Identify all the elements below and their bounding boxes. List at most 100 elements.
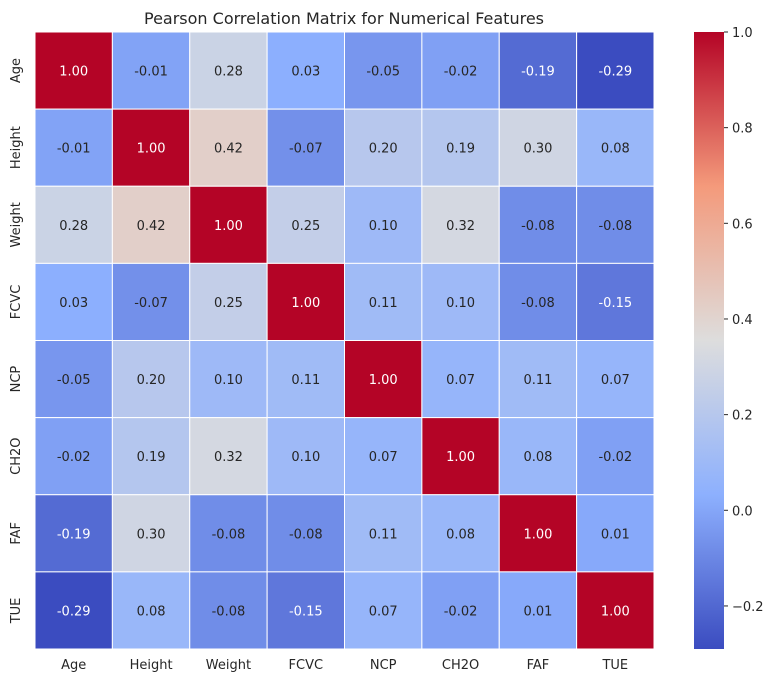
colorbar-tick-label: 0.4 xyxy=(732,313,753,328)
heatmap-cell xyxy=(576,31,655,110)
x-tick-label: Age xyxy=(61,658,86,673)
heatmap-cell xyxy=(576,108,655,187)
cell-value-label: -0.15 xyxy=(289,604,323,619)
cell-value-label: 1.00 xyxy=(523,527,552,542)
cell-value-label: 0.08 xyxy=(137,604,166,619)
colorbar: −0.2 0.0 0.2 0.4 0.6 0.8 1.0 xyxy=(694,26,764,649)
heatmap-cell xyxy=(266,108,345,187)
x-axis-tick-labels: Age Height Weight FCVC NCP CH2O FAF TUE xyxy=(61,658,628,673)
heatmap-cell xyxy=(266,31,345,110)
heatmap-cell xyxy=(576,185,655,264)
heatmap-cell xyxy=(266,571,345,650)
x-tick-label: FCVC xyxy=(289,658,324,673)
cell-value-label: 0.42 xyxy=(137,219,166,234)
heatmap-cell xyxy=(421,185,500,264)
heatmap-cells: 1.00 -0.01 0.28 0.03 -0.05 -0.02 -0.19 -0.29 -0.… xyxy=(34,31,655,650)
heatmap-cell xyxy=(344,185,423,264)
heatmap-cell xyxy=(111,417,191,496)
y-tick-label: Height xyxy=(9,126,24,169)
heatmap-cell xyxy=(111,571,191,650)
heatmap-cell xyxy=(498,417,578,496)
cell-value-label: -0.08 xyxy=(289,527,323,542)
cell-value-label: 0.42 xyxy=(214,142,243,157)
heatmap-cell xyxy=(189,262,268,341)
cell-value-label: -0.05 xyxy=(366,65,400,80)
heatmap-cell xyxy=(576,494,655,573)
heatmap-cell xyxy=(344,340,423,419)
heatmap-cell xyxy=(111,31,191,110)
cell-value-label: -0.08 xyxy=(212,604,246,619)
cell-value-label: 0.11 xyxy=(291,373,320,388)
cell-value-label: 0.11 xyxy=(369,527,398,542)
cell-value-label: 0.08 xyxy=(446,527,475,542)
heatmap-cell xyxy=(111,108,191,187)
cell-value-label: 0.20 xyxy=(369,142,398,157)
cell-value-label: 0.32 xyxy=(446,219,475,234)
colorbar-tick-label: 1.0 xyxy=(732,26,753,41)
cell-value-label: 0.11 xyxy=(369,296,398,311)
heatmap-cell xyxy=(498,185,578,264)
cell-value-label: -0.15 xyxy=(598,296,632,311)
heatmap-cell xyxy=(344,108,423,187)
heatmap-cell xyxy=(189,571,268,650)
cell-value-label: 0.01 xyxy=(523,604,552,619)
cell-value-label: -0.01 xyxy=(134,65,168,80)
cell-value-label: 0.28 xyxy=(59,219,88,234)
x-tick-label: Weight xyxy=(206,658,251,673)
heatmap-cell xyxy=(189,185,268,264)
heatmap-cell xyxy=(421,417,500,496)
cell-value-label: 0.03 xyxy=(291,65,320,80)
colorbar-tick-label: 0.6 xyxy=(732,217,753,232)
cell-value-label: -0.07 xyxy=(134,296,168,311)
heatmap-cell xyxy=(34,571,113,650)
heatmap-cell xyxy=(344,571,423,650)
cell-value-label: 0.07 xyxy=(369,604,398,619)
x-tick-label: NCP xyxy=(370,658,397,673)
heatmap-cell xyxy=(266,262,345,341)
cell-value-label: 0.25 xyxy=(291,219,320,234)
cell-value-label: 1.00 xyxy=(446,450,475,465)
heatmap-cell xyxy=(498,494,578,573)
cell-value-label: 0.19 xyxy=(446,142,475,157)
chart-title: Pearson Correlation Matrix for Numerical… xyxy=(144,9,544,28)
cell-value-label: -0.19 xyxy=(521,65,555,80)
heatmap-cell xyxy=(576,340,655,419)
cell-value-label: 0.01 xyxy=(601,527,630,542)
cell-value-label: 0.07 xyxy=(601,373,630,388)
heatmap-cell xyxy=(421,340,500,419)
cell-value-label: 0.30 xyxy=(523,142,552,157)
heatmap-cell xyxy=(266,185,345,264)
cell-value-label: 0.03 xyxy=(59,296,88,311)
heatmap-cell xyxy=(421,494,500,573)
colorbar-tick-label: 0.8 xyxy=(732,122,753,137)
heatmap-cell xyxy=(498,262,578,341)
heatmap-cell xyxy=(111,494,191,573)
cell-value-label: 1.00 xyxy=(214,219,243,234)
heatmap-cell xyxy=(421,31,500,110)
cell-value-label: -0.19 xyxy=(57,527,91,542)
heatmap-cell xyxy=(34,262,113,341)
cell-value-label: -0.08 xyxy=(521,296,555,311)
heatmap-cell xyxy=(344,417,423,496)
heatmap-cell xyxy=(189,417,268,496)
heatmap-cell xyxy=(189,340,268,419)
cell-value-label: -0.07 xyxy=(289,142,323,157)
y-tick-label: TUE xyxy=(9,598,24,625)
heatmap-cell xyxy=(344,494,423,573)
cell-value-label: -0.02 xyxy=(444,65,478,80)
cell-value-label: 1.00 xyxy=(601,604,630,619)
cell-value-label: 0.25 xyxy=(214,296,243,311)
colorbar-gradient xyxy=(694,32,724,649)
y-tick-label: FCVC xyxy=(9,285,24,320)
heatmap-cell xyxy=(576,571,655,650)
cell-value-label: -0.08 xyxy=(521,219,555,234)
heatmap-cell xyxy=(34,31,113,110)
x-tick-label: CH2O xyxy=(442,658,479,673)
cell-value-label: -0.05 xyxy=(57,373,91,388)
cell-value-label: 1.00 xyxy=(369,373,398,388)
colorbar-tick-label: 0.2 xyxy=(732,409,753,424)
cell-value-label: -0.08 xyxy=(212,527,246,542)
x-tick-label: FAF xyxy=(527,658,550,673)
heatmap-cell xyxy=(34,185,113,264)
